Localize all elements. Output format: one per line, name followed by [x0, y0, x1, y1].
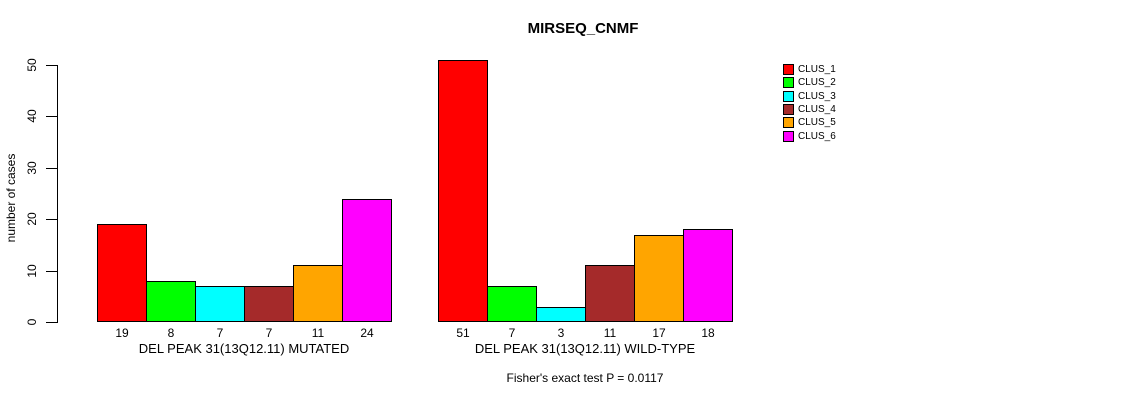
y-axis-tick-label: 30 — [25, 161, 39, 175]
chart-title: MIRSEQ_CNMF — [527, 20, 639, 37]
legend-item-clus_2: CLUS_2 — [783, 76, 836, 89]
bar-clus_3-group1 — [195, 286, 245, 322]
legend-label: CLUS_6 — [798, 130, 836, 142]
y-axis-tick — [46, 167, 57, 169]
bar-clus_2-group2 — [487, 286, 537, 322]
legend-label: CLUS_4 — [798, 104, 836, 116]
legend-label: CLUS_1 — [798, 64, 836, 76]
y-axis-label: number of cases — [4, 153, 18, 243]
bar-clus_2-group1 — [146, 281, 196, 322]
bar-clus_4-group2 — [585, 265, 635, 322]
fisher-test-annotation: Fisher's exact test P = 0.0117 — [506, 371, 664, 385]
bar-clus_5-group1 — [293, 265, 343, 322]
legend-swatch-clus_6 — [783, 130, 794, 142]
bar-value-label: 7 — [508, 326, 516, 340]
bar-value-label: 7 — [216, 326, 224, 340]
legend-swatch-clus_5 — [783, 117, 794, 129]
bar-value-label: 3 — [557, 326, 565, 340]
legend-swatch-clus_2 — [783, 77, 794, 89]
bar-clus_1-group1 — [97, 224, 147, 322]
legend-label: CLUS_3 — [798, 90, 836, 102]
y-axis-tick-label: 40 — [25, 109, 39, 124]
bar-clus_6-group1 — [342, 199, 392, 322]
x-axis-group-label: DEL PEAK 31(13Q12.11) MUTATED — [138, 341, 350, 356]
y-axis-tick-label: 50 — [25, 58, 39, 72]
legend-swatch-clus_1 — [783, 64, 794, 76]
bar-value-label: 17 — [652, 326, 666, 340]
legend-item-clus_3: CLUS_3 — [783, 90, 836, 103]
y-axis-tick — [46, 65, 57, 66]
bar-clus_4-group1 — [244, 286, 294, 322]
y-axis-tick-label: 20 — [25, 212, 39, 226]
bar-value-label: 19 — [115, 326, 129, 340]
y-axis-tick — [46, 322, 57, 323]
legend: CLUS_1 CLUS_2 CLUS_3 CLUS_4 CLUS_5 CLUS_6 — [783, 63, 836, 143]
legend-label: CLUS_2 — [798, 77, 836, 89]
legend-item-clus_4: CLUS_4 — [783, 103, 836, 116]
bar-clus_6-group2 — [683, 229, 733, 322]
y-axis-tick — [46, 219, 57, 221]
y-axis-tick — [46, 270, 57, 272]
bar-value-label: 8 — [167, 326, 175, 340]
y-axis-line — [57, 65, 58, 323]
bar-value-label: 7 — [265, 326, 273, 340]
legend-item-clus_5: CLUS_5 — [783, 116, 836, 129]
bar-clus_1-group2 — [438, 60, 488, 322]
bar-value-label: 11 — [311, 326, 325, 340]
bar-clus_3-group2 — [536, 307, 586, 322]
bar-value-label: 18 — [701, 326, 715, 340]
legend-swatch-clus_4 — [783, 104, 794, 116]
bar-clus_5-group2 — [634, 235, 684, 322]
y-axis-tick-label: 0 — [25, 318, 39, 326]
legend-swatch-clus_3 — [783, 90, 794, 102]
bar-value-label: 11 — [603, 326, 617, 340]
bar-value-label: 24 — [360, 326, 374, 340]
legend-label: CLUS_5 — [798, 117, 836, 129]
bar-value-label: 51 — [456, 326, 470, 340]
y-axis-tick — [46, 116, 57, 118]
x-axis-group-label: DEL PEAK 31(13Q12.11) WILD-TYPE — [474, 341, 696, 356]
y-axis-tick-label: 10 — [25, 263, 39, 278]
legend-item-clus_6: CLUS_6 — [783, 129, 836, 142]
legend-item-clus_1: CLUS_1 — [783, 63, 836, 76]
